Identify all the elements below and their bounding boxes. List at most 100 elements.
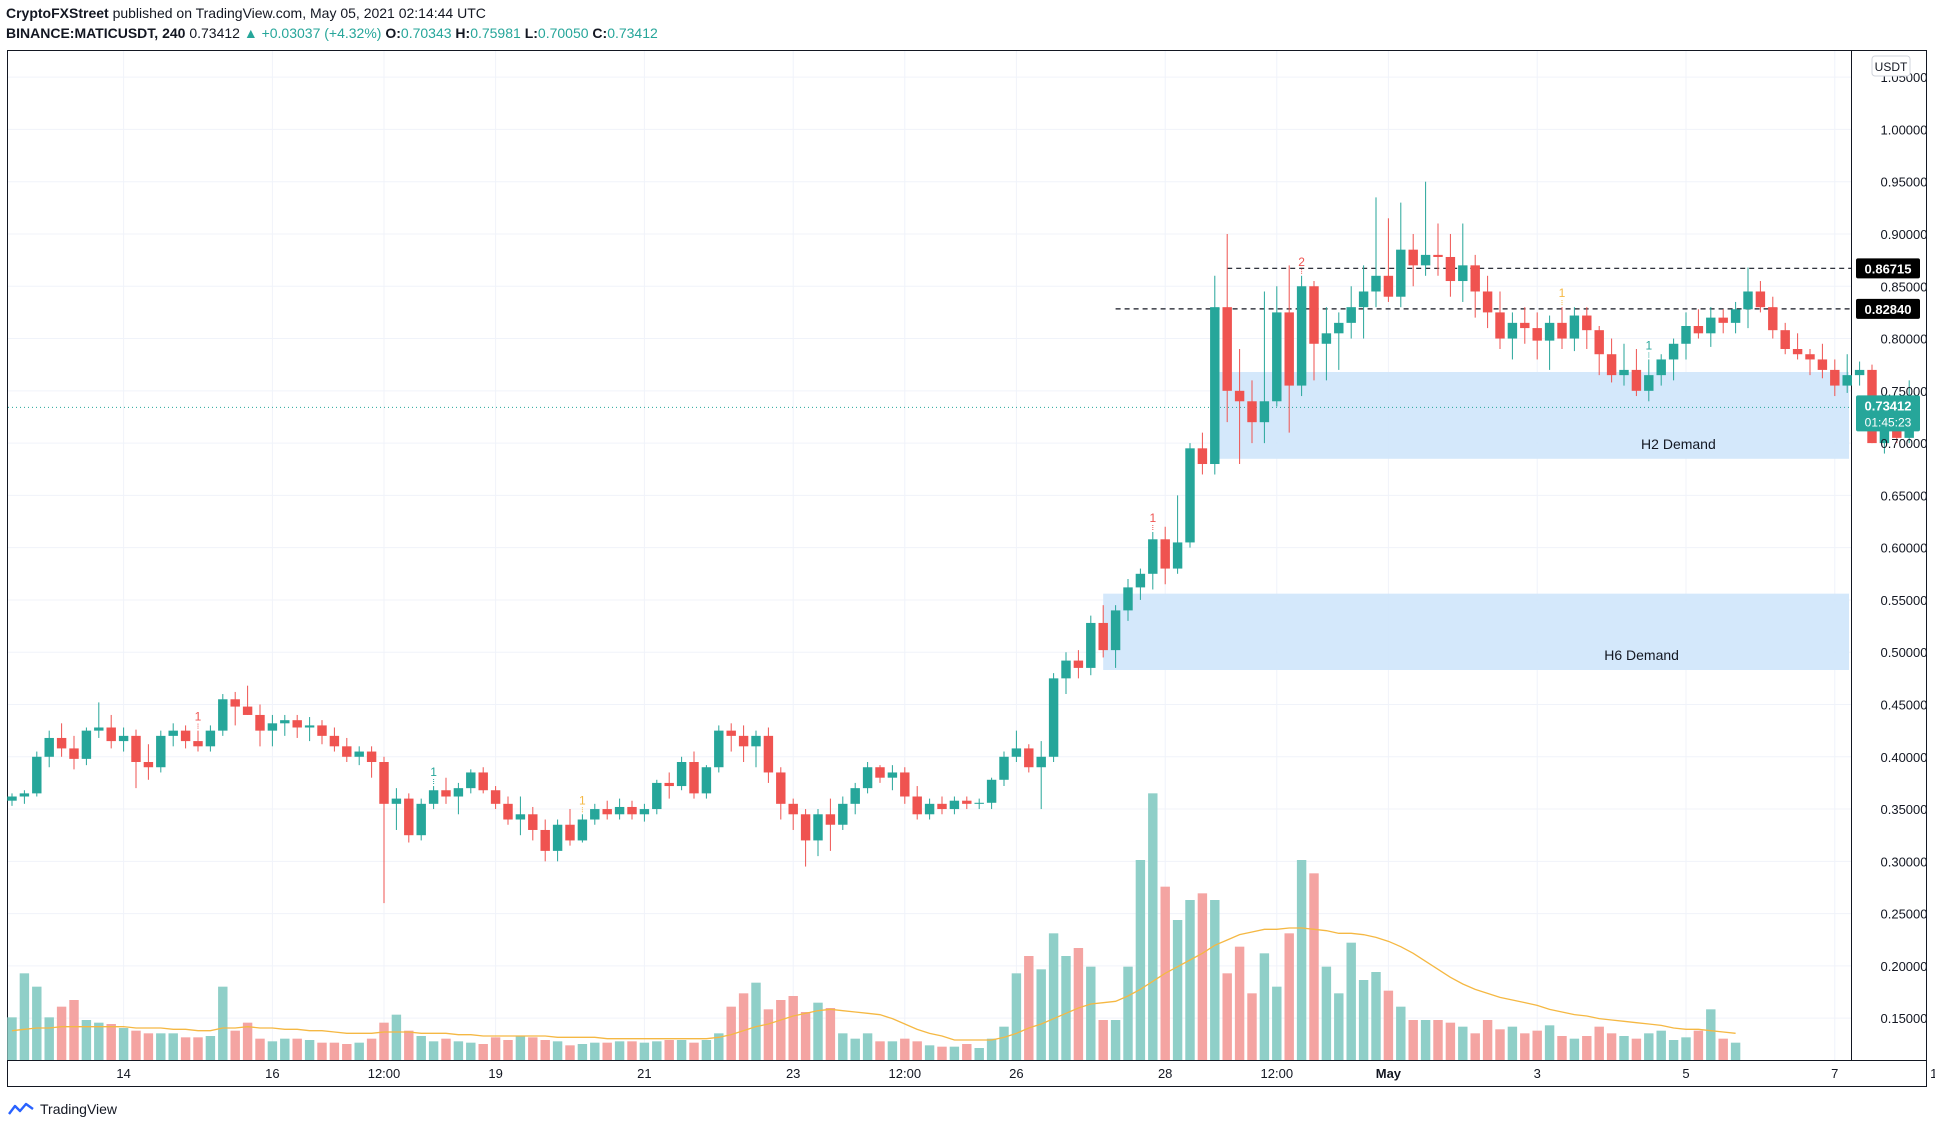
candle-body	[1668, 343, 1679, 360]
candle-body	[106, 727, 116, 742]
tradingview-logo[interactable]: TradingView	[8, 1101, 117, 1117]
volume-bar	[379, 1022, 389, 1060]
volume-bar	[726, 1006, 736, 1060]
candle-body	[1048, 678, 1059, 757]
volume-bar	[1172, 920, 1183, 1060]
x-axis-tick-label: 23	[786, 1066, 800, 1081]
volume-bar	[924, 1045, 935, 1060]
volume-bar	[1334, 993, 1344, 1060]
volume-bar	[1272, 986, 1282, 1060]
candle-body	[1222, 307, 1232, 391]
candle-body	[875, 767, 885, 778]
candle-body	[503, 803, 513, 820]
volume-bar	[1247, 993, 1257, 1060]
volume-bar	[1569, 1038, 1580, 1060]
volume-bar	[428, 1041, 439, 1060]
candle-body	[1495, 312, 1505, 339]
volume-bar	[1123, 966, 1133, 1060]
volume-bar	[366, 1038, 377, 1060]
volume-bar	[304, 1040, 315, 1060]
volume-bar	[825, 1008, 836, 1060]
volume-bar	[1718, 1038, 1728, 1060]
candle-body	[404, 798, 414, 836]
candle-body	[1706, 317, 1716, 334]
candle-body	[131, 735, 141, 763]
volume-bar	[205, 1036, 216, 1060]
volume-bar	[1371, 972, 1381, 1060]
candle-body	[1830, 369, 1840, 386]
tradingview-logo-icon	[8, 1102, 34, 1115]
volume-bar	[900, 1038, 910, 1060]
candle-body	[1284, 312, 1294, 386]
x-axis-tick-label: 12:00	[1261, 1066, 1294, 1081]
volume-bar	[44, 1017, 54, 1060]
volume-bar	[627, 1041, 637, 1060]
volume-bar	[1656, 1030, 1666, 1060]
candle-body	[1730, 309, 1741, 323]
candle-body	[528, 814, 538, 830]
volume-bar	[1482, 1020, 1493, 1060]
demand-zone-label: H2 Demand	[1641, 436, 1716, 452]
candle-body	[242, 706, 253, 715]
candle-body	[428, 790, 439, 804]
volume-bar	[69, 1000, 79, 1060]
volume-bar	[1110, 1020, 1121, 1060]
x-axis-tick-label: May	[1376, 1066, 1402, 1081]
candle-body	[552, 824, 563, 851]
high-label: H:	[455, 25, 471, 41]
candle-body	[515, 814, 526, 820]
td-sequential-marker: 1	[1559, 286, 1566, 300]
candle-body	[937, 803, 947, 810]
volume-bar	[94, 1022, 104, 1060]
volume-bar	[1668, 1040, 1679, 1060]
candle-body	[1644, 375, 1654, 391]
candle-body	[342, 746, 352, 757]
volume-bar	[143, 1033, 154, 1060]
td-sequential-marker: 1	[195, 710, 202, 724]
volume-bar	[1259, 953, 1270, 1060]
candle-body	[1272, 312, 1282, 402]
close-value: 0.73412	[607, 25, 658, 41]
volume-bar	[354, 1042, 364, 1060]
volume-bar	[689, 1042, 699, 1060]
volume-bar	[676, 1040, 687, 1060]
candle-body	[255, 714, 265, 731]
candle-body	[180, 730, 191, 742]
publisher-name: CryptoFXStreet	[6, 5, 109, 21]
candle-body	[416, 803, 426, 836]
volume-bar	[1383, 990, 1394, 1060]
candle-body	[391, 798, 402, 804]
volume-bar	[180, 1037, 191, 1060]
open-label: O:	[385, 25, 401, 41]
symbol-name[interactable]: BINANCE:MATICUSDT, 240	[6, 25, 186, 41]
candle-body	[354, 751, 364, 757]
candle-body	[540, 829, 550, 851]
candle-body	[81, 730, 92, 759]
candle-body	[317, 725, 327, 736]
candle-body	[1631, 369, 1642, 391]
volume-bar	[751, 982, 761, 1060]
volume-bar	[1197, 893, 1208, 1060]
volume-bar	[552, 1041, 563, 1060]
volume-bar	[106, 1024, 116, 1060]
candle-body	[1854, 369, 1865, 376]
currency-badge	[1871, 55, 1911, 77]
candle-body	[1309, 286, 1319, 344]
volume-bar	[528, 1037, 538, 1060]
y-axis-tick-label: 0.85000	[1881, 279, 1928, 294]
volume-bar	[218, 986, 228, 1060]
volume-bar	[714, 1033, 724, 1060]
candle-body	[999, 756, 1009, 780]
volume-bar	[515, 1036, 526, 1060]
candle-body	[1532, 328, 1542, 341]
x-axis-tick-label: 3	[1534, 1066, 1541, 1081]
currency-label: USDT	[1875, 60, 1908, 74]
volume-bar	[652, 1041, 662, 1060]
volume-bar	[1148, 793, 1158, 1060]
volume-bar	[1445, 1022, 1456, 1060]
candle-body	[1520, 322, 1530, 329]
candle-body	[1247, 401, 1257, 423]
volume-bar	[862, 1033, 873, 1060]
volume-bar	[813, 1002, 823, 1060]
